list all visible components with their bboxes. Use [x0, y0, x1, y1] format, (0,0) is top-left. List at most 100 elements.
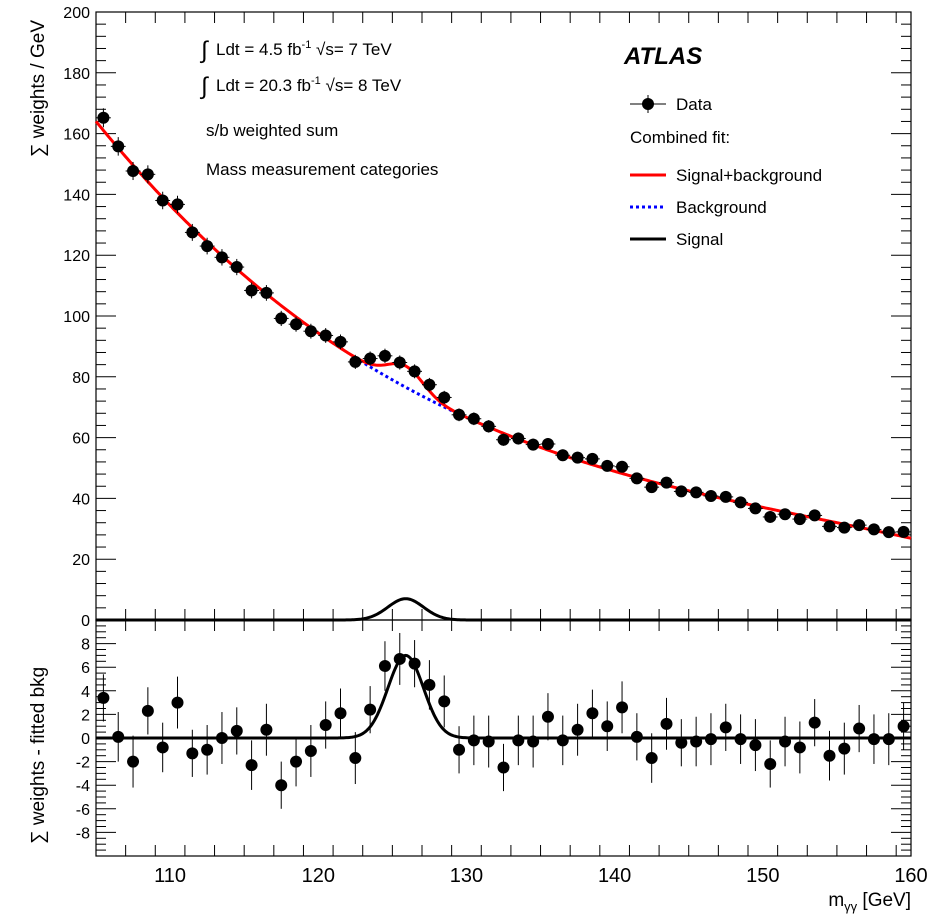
resid-point [897, 720, 910, 733]
data-point [260, 286, 273, 299]
y-tick-label: 200 [63, 5, 90, 22]
data-point [541, 437, 554, 450]
data-point [156, 194, 169, 207]
data-point [393, 356, 406, 369]
resid-point [275, 779, 288, 792]
resid-point [304, 744, 317, 757]
resid-point [112, 730, 125, 743]
resid-point [586, 707, 599, 720]
resid-point [764, 757, 777, 770]
y-tick-label: 180 [63, 66, 90, 83]
data-point [571, 451, 584, 464]
resid-point [512, 734, 525, 747]
signal-curve [96, 597, 911, 622]
data-point [793, 513, 806, 526]
resid-point [616, 701, 629, 714]
data-point [364, 352, 377, 365]
y-tick-label: 120 [63, 248, 90, 265]
data-point [630, 472, 643, 485]
resid-point [156, 741, 169, 754]
resid-point [497, 761, 510, 774]
resid-point [141, 704, 154, 717]
y-tick-label: 80 [72, 370, 90, 387]
data-point [779, 508, 792, 521]
data-point [749, 502, 762, 515]
data-point [186, 226, 199, 239]
residual-signal-curve [96, 653, 911, 740]
data-point [97, 111, 110, 124]
data-point [616, 460, 629, 473]
integral-symbol: ∫ [199, 73, 209, 100]
resid-point [201, 743, 214, 756]
y-tick-label: 20 [72, 552, 90, 569]
data-point [497, 433, 510, 446]
legend-entry-label: Background [676, 198, 767, 217]
resid-y-tick-label: 6 [81, 660, 90, 677]
resid-point [378, 660, 391, 673]
resid-y-tick-label: 8 [81, 637, 90, 654]
x-tick-label: 110 [154, 865, 186, 887]
resid-point [601, 720, 614, 733]
resid-point [779, 735, 792, 748]
resid-point [482, 735, 495, 748]
main-panel: 0 20 40 60 80 100 120 140 160 180 200 ∑ weights / G… [28, 5, 912, 630]
resid-point [171, 696, 184, 709]
x-tick-label: 150 [746, 865, 779, 887]
data-point [171, 198, 184, 211]
data-point [423, 378, 436, 391]
resid-point [630, 730, 643, 743]
resid-y-tick-label: -4 [76, 778, 90, 795]
data-point [349, 355, 362, 368]
resid-point [793, 741, 806, 754]
data-point [719, 490, 732, 503]
data-point [453, 408, 466, 421]
legend-data-marker [642, 98, 654, 110]
data-point [853, 519, 866, 532]
data-point [823, 520, 836, 533]
resid-y-tick-label: 0 [81, 731, 90, 748]
resid-point [645, 752, 658, 765]
resid-point [319, 719, 332, 732]
resid-point [719, 721, 732, 734]
resid-point [675, 736, 688, 749]
data-point [112, 140, 125, 153]
resid-point [867, 733, 880, 746]
resid-point [127, 755, 140, 768]
x-tick-label: 140 [598, 865, 631, 887]
data-point [601, 459, 614, 472]
data-point [467, 412, 480, 425]
data-point [438, 391, 451, 404]
resid-point [704, 733, 717, 746]
data-point [675, 485, 688, 498]
resid-point [541, 710, 554, 723]
resid-point [186, 747, 199, 760]
legend-entry-label: Signal+background [676, 166, 822, 185]
main-frame [95, 11, 912, 621]
resid-point [290, 755, 303, 768]
resid-point [823, 749, 836, 762]
data-point [882, 526, 895, 539]
data-point [215, 251, 228, 264]
resid-point [853, 722, 866, 735]
y-tick-label: 60 [72, 431, 90, 448]
data-point [556, 449, 569, 462]
resid-point [393, 652, 406, 665]
lumi-annotation: Ldt = 4.5 fb-1 √s= 7 TeV [216, 39, 392, 59]
resid-point [438, 695, 451, 708]
data-point [304, 325, 317, 338]
x-tick-label: 120 [302, 865, 335, 887]
resid-point [364, 703, 377, 716]
x-tick-label: 130 [450, 865, 483, 887]
data-point [808, 509, 821, 522]
resid-point [334, 707, 347, 720]
x-tick-label: 160 [894, 865, 927, 887]
resid-point [423, 678, 436, 691]
annotation-text: Mass measurement categories [206, 160, 438, 179]
resid-point [734, 733, 747, 746]
resid-point [838, 742, 851, 755]
resid-point [690, 735, 703, 748]
data-point [245, 284, 258, 297]
data-point [512, 432, 525, 445]
legend-header: Combined fit: [630, 128, 730, 147]
lumi-annotation: Ldt = 20.3 fb-1 √s= 8 TeV [216, 75, 402, 95]
